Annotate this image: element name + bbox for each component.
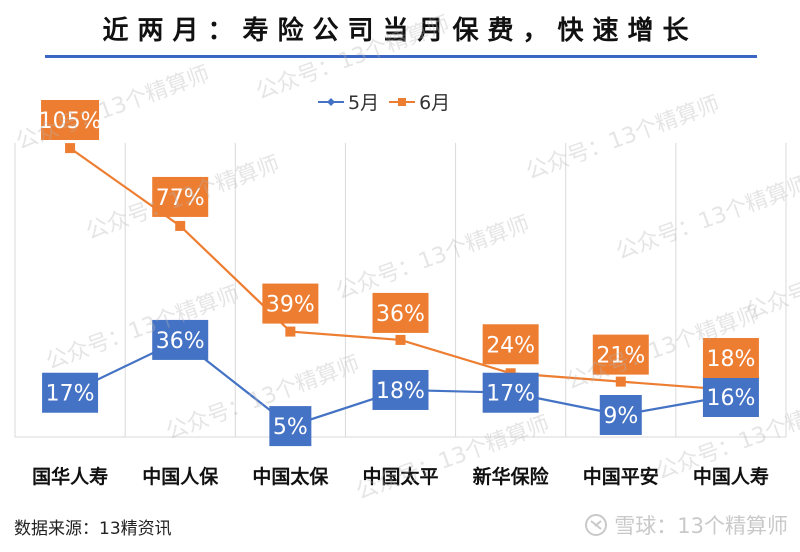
data-label: 24% (482, 324, 539, 365)
category-axis: 国华人寿 中国人保 中国太保 中国太平 新华保险 中国平安 中国人寿 (15, 462, 786, 489)
xueqiu-logo-icon (585, 514, 608, 536)
legend-label-june: 6月 (419, 92, 451, 114)
category-label: 新华保险 (472, 466, 549, 488)
data-source-note: 数据来源：13精资讯 (14, 519, 172, 539)
category-label: 中国太平 (362, 466, 439, 488)
data-label: 105% (39, 100, 102, 140)
category-label: 中国人保 (142, 466, 219, 488)
chart-title: 近两月：寿险公司当月保费，快速增长 (102, 16, 698, 46)
svg-text:17%: 17% (46, 382, 95, 407)
legend-label-may: 5月 (348, 92, 380, 114)
data-label: 17% (42, 372, 99, 413)
square-marker-icon (615, 376, 626, 387)
legend: 5月 6月 (318, 88, 450, 115)
category-label: 中国平安 (582, 466, 659, 488)
data-label: 17% (482, 372, 539, 413)
svg-text:21%: 21% (596, 344, 645, 369)
category-label: 中国人寿 (692, 466, 769, 488)
legend-item-may: 5月 (318, 88, 379, 115)
data-label: 16% (702, 377, 759, 417)
category-label: 中国太保 (252, 466, 329, 488)
svg-text:39%: 39% (266, 293, 315, 318)
brand-text: 雪球：13个精算师 (614, 514, 788, 538)
square-marker-icon (285, 326, 296, 337)
svg-text:17%: 17% (486, 382, 535, 407)
svg-text:36%: 36% (376, 302, 425, 327)
svg-text:9%: 9% (603, 404, 638, 429)
category-label: 国华人寿 (32, 466, 109, 488)
svg-text:105%: 105% (39, 109, 102, 134)
brand-watermark: 雪球：13个精算师 (584, 510, 788, 540)
square-marker-icon (65, 143, 76, 154)
title-underline (45, 55, 757, 58)
svg-text:18%: 18% (376, 379, 425, 404)
data-label: 9% (599, 394, 642, 435)
svg-text:24%: 24% (486, 333, 535, 358)
svg-text:5%: 5% (273, 415, 308, 440)
data-label: 18% (372, 369, 429, 410)
square-line-marker-icon (389, 97, 416, 106)
svg-text:77%: 77% (156, 186, 205, 211)
svg-text:16%: 16% (706, 386, 755, 411)
square-marker-icon (395, 334, 406, 345)
square-marker-icon (175, 220, 186, 231)
data-label: 21% (592, 334, 649, 375)
data-label: 39% (262, 283, 319, 324)
data-label: 36% (372, 292, 429, 333)
diamond-line-marker-icon (318, 97, 344, 106)
data-label: 36% (152, 319, 209, 360)
legend-item-june: 6月 (389, 88, 450, 115)
data-label: 77% (152, 176, 209, 217)
data-label: 18% (702, 338, 759, 378)
data-label: 5% (269, 406, 312, 447)
svg-text:36%: 36% (156, 329, 205, 354)
svg-text:18%: 18% (706, 347, 755, 372)
